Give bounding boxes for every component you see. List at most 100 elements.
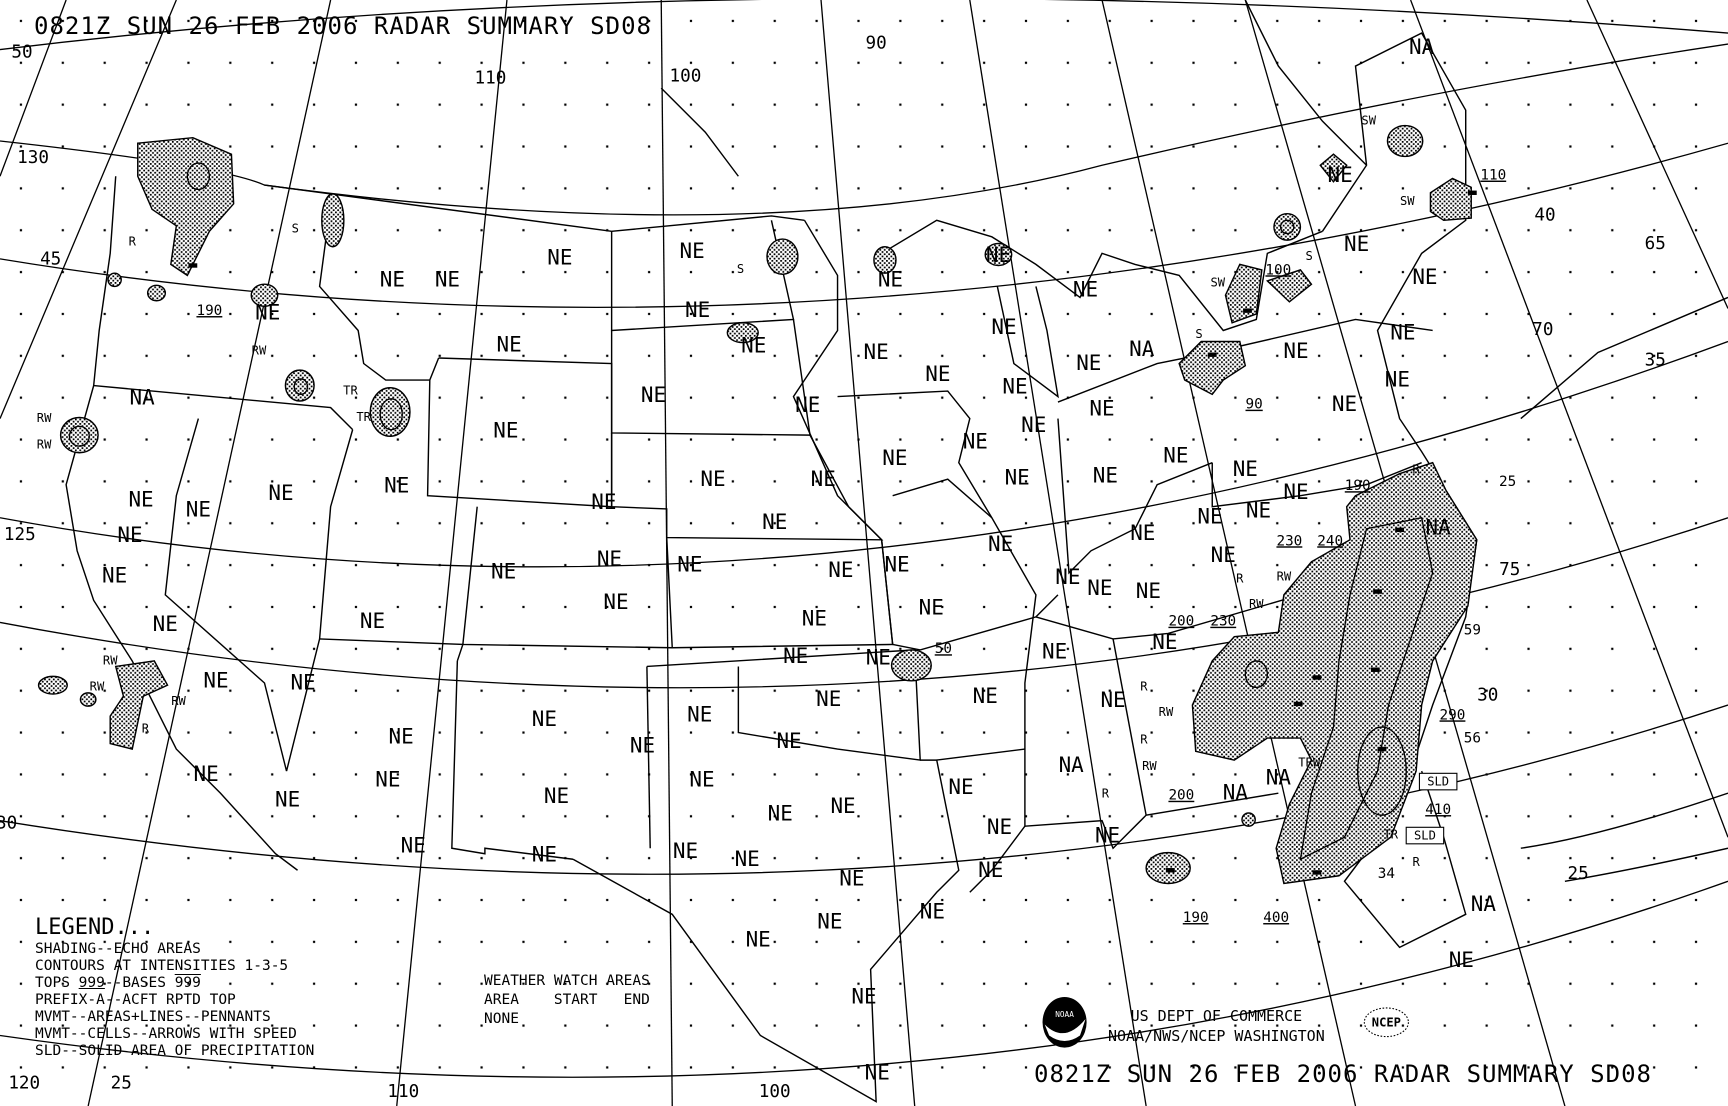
state-status-label: NE [882,446,907,470]
state-status-label: NE [1385,368,1410,392]
state-status-label: NA [130,385,156,409]
watch-value: NONE [484,1011,519,1027]
echo-type-label: R [1140,680,1148,694]
state-status-label: NE [768,802,793,826]
state-status-label: NE [497,332,522,356]
echo-marker [1370,667,1380,672]
ncep-logo-text: NCEP [1372,1016,1401,1030]
echo-top-value: 230 [1276,533,1302,549]
echo-type-label: RW [1249,597,1264,611]
echo-type-label: SW [1400,194,1415,208]
echo-area [1386,124,1424,158]
state-status-label: NE [673,839,698,863]
state-status-label: NE [991,315,1016,339]
cell-speed-value: 25 [1499,474,1516,490]
state-status-label: NE [1005,466,1030,490]
state-status-label: NE [1093,464,1118,488]
state-borders [65,0,1728,1103]
state-status-label: NE [783,644,808,668]
state-status-label: NE [864,340,889,364]
state-status-label: NA [1471,892,1497,916]
watch-columns: AREA START END [484,992,650,1008]
echo-type-label: RW [37,411,52,425]
graticule-label: 90 [866,33,887,53]
graticule-label: 75 [1499,560,1520,580]
state-status-label: NE [641,383,666,407]
echo-top-value: 50 [935,641,952,657]
state-status-label: NE [1087,576,1112,600]
intensity-contours [68,162,1434,861]
state-status-label: NE [1130,521,1155,545]
state-status-label: NA [1409,35,1435,59]
echo-marker [1312,870,1322,875]
cell-speed-value: 34 [1378,866,1395,882]
state-status-label: NE [986,243,1011,267]
state-status-label: NE [920,900,945,924]
state-status-label: NE [677,553,702,577]
state-status-label: NE [1021,413,1046,437]
header-title: 0821Z SUN 26 FEB 2006 RADAR SUMMARY SD08 [34,12,652,40]
echo-type-label: R [1236,572,1244,586]
echo-top-value: 190 [1183,910,1209,926]
state-status-label: NE [689,768,714,792]
state-status-label: NE [1042,640,1067,664]
state-status-label: NE [1344,232,1369,256]
echo-area [1265,269,1313,303]
state-status-label: NE [547,245,572,269]
echo-marker [1165,868,1175,873]
graticule-label: 30 [1477,686,1498,706]
state-status-label: NE [1283,339,1308,363]
legend-tops: TOPS [35,975,79,991]
legend-bases: --BASES [104,975,175,991]
echo-area [1273,212,1302,241]
state-status-label: NE [128,488,153,512]
cell-speed-value: 56 [1464,730,1481,746]
state-status-label: NA [1266,765,1292,789]
sld-box: SLD [1427,774,1449,788]
state-status-label: NE [1152,630,1177,654]
graticule-label: 100 [670,67,702,87]
state-status-label: NE [828,558,853,582]
echo-marker [1395,527,1404,533]
map-labels: NE NE NE NE NE NE NE NE NE NE NE NE NE NE NE NE NE NE NE NE… [0,33,1666,1102]
state-status-label: NE [919,596,944,620]
logos: NOAA NCEP [1042,996,1409,1048]
echo-area [107,272,122,288]
echo-area [1241,812,1256,827]
state-status-label: NE [1283,480,1308,504]
state-status-label: NE [1197,504,1222,528]
echo-type-label: RW [1142,759,1157,773]
state-status-label: NE [948,775,973,799]
state-status-label: NE [597,547,622,571]
graticule-label: 30 [0,813,17,833]
echo-area [984,242,1013,267]
state-status-label: NE [817,910,842,934]
graticule-label: 45 [40,249,61,269]
echo-area [250,283,279,307]
graticule-label: 70 [1532,320,1553,340]
state-status-label: NE [435,267,460,291]
graticule-label: 110 [387,1082,419,1102]
echo-area [1429,177,1472,222]
state-status-label: NE [978,858,1003,882]
footer-title: 0821Z SUN 26 FEB 2006 RADAR SUMMARY SD08 [1034,1060,1652,1088]
state-status-label: NE [1055,565,1080,589]
echo-marker [1373,589,1382,594]
legend-line: CONTOURS AT INTENSITIES 1-3-5 [35,958,289,974]
state-status-label: NA [1223,781,1249,805]
echo-marker [1293,701,1303,707]
echo-type-label: S [737,262,744,276]
state-status-label: NE [973,684,998,708]
credit: US DEPT OF COMMERCE NOAA/NWS/NCEP WASHING… [1108,1006,1325,1046]
echo-area [79,692,97,707]
legend-line: MVMT--AREAS+LINES--PENNANTS [35,1009,271,1025]
echo-area [1319,153,1348,183]
echo-area [1178,340,1247,396]
state-status-label: NE [685,298,710,322]
graticule-label: 40 [1534,205,1555,225]
state-status-label: NE [591,490,616,514]
echo-top-value: 110 [1480,168,1506,184]
state-status-label: NE [532,707,557,731]
state-status-label: NE [1327,163,1352,187]
